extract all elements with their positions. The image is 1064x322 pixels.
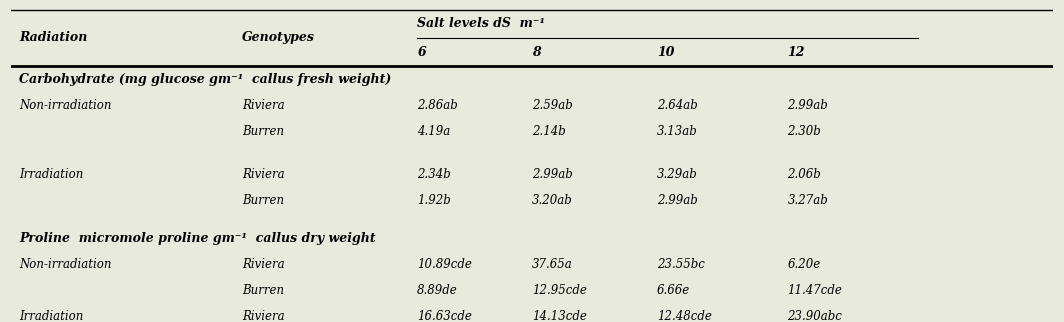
- Text: Irradiation: Irradiation: [19, 310, 83, 322]
- Text: Proline  micromole proline gm⁻¹  callus dry weight: Proline micromole proline gm⁻¹ callus dr…: [19, 232, 376, 245]
- Text: 8.89de: 8.89de: [417, 284, 458, 297]
- Text: Burren: Burren: [243, 284, 284, 297]
- Text: 12.95cde: 12.95cde: [532, 284, 587, 297]
- Text: Riviera: Riviera: [243, 258, 285, 271]
- Text: 2.06b: 2.06b: [787, 168, 821, 181]
- Text: 14.13cde: 14.13cde: [532, 310, 587, 322]
- Text: 16.63cde: 16.63cde: [417, 310, 472, 322]
- Text: Genotypes: Genotypes: [243, 32, 315, 44]
- Text: 12.48cde: 12.48cde: [658, 310, 712, 322]
- Text: Burren: Burren: [243, 194, 284, 207]
- Text: 10.89cde: 10.89cde: [417, 258, 472, 271]
- Text: 2.59ab: 2.59ab: [532, 99, 572, 112]
- Text: 6.20e: 6.20e: [787, 258, 820, 271]
- Text: Non-irradiation: Non-irradiation: [19, 258, 112, 271]
- Text: 3.13ab: 3.13ab: [658, 125, 698, 137]
- Text: 2.64ab: 2.64ab: [658, 99, 698, 112]
- Text: 2.34b: 2.34b: [417, 168, 451, 181]
- Text: 3.20ab: 3.20ab: [532, 194, 572, 207]
- Text: 6.66e: 6.66e: [658, 284, 691, 297]
- Text: Riviera: Riviera: [243, 168, 285, 181]
- Text: 2.99ab: 2.99ab: [787, 99, 828, 112]
- Text: Carbohydrate (mg glucose gm⁻¹  callus fresh weight): Carbohydrate (mg glucose gm⁻¹ callus fre…: [19, 73, 392, 86]
- Text: 10: 10: [658, 46, 675, 59]
- Text: Non-irradiation: Non-irradiation: [19, 99, 112, 112]
- Text: 2.99ab: 2.99ab: [658, 194, 698, 207]
- Text: Irradiation: Irradiation: [19, 168, 83, 181]
- Text: Riviera: Riviera: [243, 310, 285, 322]
- Text: 2.30b: 2.30b: [787, 125, 821, 137]
- Text: 2.86ab: 2.86ab: [417, 99, 458, 112]
- Text: Salt levels dS  m⁻¹: Salt levels dS m⁻¹: [417, 17, 546, 30]
- Text: 12: 12: [787, 46, 805, 59]
- Text: Burren: Burren: [243, 125, 284, 137]
- Text: 3.29ab: 3.29ab: [658, 168, 698, 181]
- Text: 2.14b: 2.14b: [532, 125, 566, 137]
- Text: 3.27ab: 3.27ab: [787, 194, 828, 207]
- Text: 11.47cde: 11.47cde: [787, 284, 843, 297]
- Text: 6: 6: [417, 46, 426, 59]
- Text: 8: 8: [532, 46, 541, 59]
- Text: Riviera: Riviera: [243, 99, 285, 112]
- Text: 37.65a: 37.65a: [532, 258, 572, 271]
- Text: 23.55bc: 23.55bc: [658, 258, 705, 271]
- Text: 4.19a: 4.19a: [417, 125, 450, 137]
- Text: Radiation: Radiation: [19, 32, 87, 44]
- Text: 23.90abc: 23.90abc: [787, 310, 843, 322]
- Text: 1.92b: 1.92b: [417, 194, 451, 207]
- Text: 2.99ab: 2.99ab: [532, 168, 572, 181]
